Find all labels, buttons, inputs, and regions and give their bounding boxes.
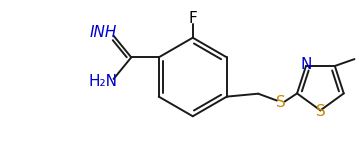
Text: INH: INH: [90, 25, 117, 40]
Text: S: S: [276, 95, 285, 110]
Text: H₂N: H₂N: [88, 74, 117, 89]
Text: N: N: [300, 58, 312, 73]
Text: S: S: [315, 104, 325, 119]
Text: F: F: [188, 11, 197, 26]
